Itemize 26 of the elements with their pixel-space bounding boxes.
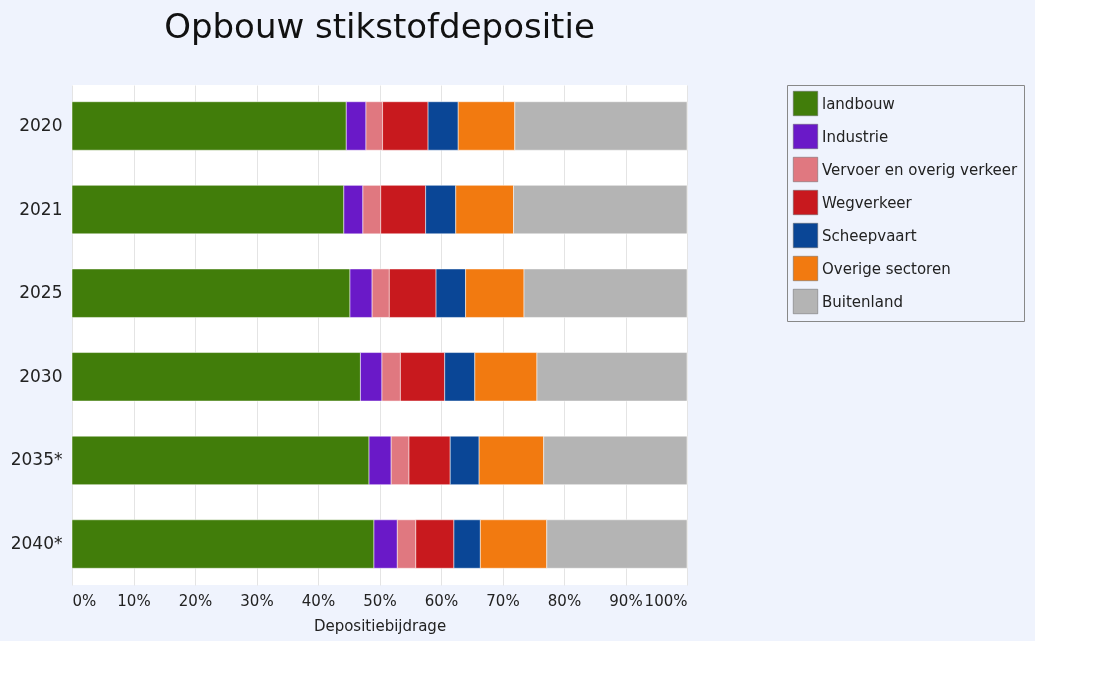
legend-label: Overige sectoren (822, 259, 951, 278)
y-tick-label: 2040* (10, 533, 63, 554)
legend-label: Industrie (822, 127, 889, 146)
x-tick-label: 60% (424, 591, 459, 610)
x-tick-label: 50% (363, 591, 397, 610)
y-tick-label: 2035* (10, 449, 63, 470)
x-axis-title: Depositiebijdrage (313, 616, 447, 635)
legend-label: Vervoer en overig verkeer (822, 160, 1018, 179)
legend-label: Buitenland (822, 292, 903, 311)
legend-label: Wegverkeer (822, 193, 913, 212)
y-tick-label: 2025 (19, 282, 63, 303)
chart-title: Opbouw stikstofdepositie (164, 5, 595, 46)
x-tick-label: 70% (486, 591, 520, 610)
x-tick-label: 30% (240, 591, 274, 610)
y-tick-label: 2030 (19, 365, 63, 386)
x-tick-label: 80% (547, 591, 582, 610)
x-tick-label: 20% (178, 591, 213, 610)
y-tick-label: 2021 (19, 198, 63, 219)
legend-label: Scheepvaart (822, 226, 917, 245)
x-tick-label: 10% (117, 591, 151, 610)
y-tick-label: 2020 (19, 114, 63, 135)
x-tick-label: 100% (644, 591, 688, 610)
x-tick-label: 0% (72, 591, 97, 610)
legend-label: landbouw (822, 94, 895, 113)
x-tick-label: 40% (301, 591, 336, 610)
x-tick-label: 90% (609, 591, 643, 610)
